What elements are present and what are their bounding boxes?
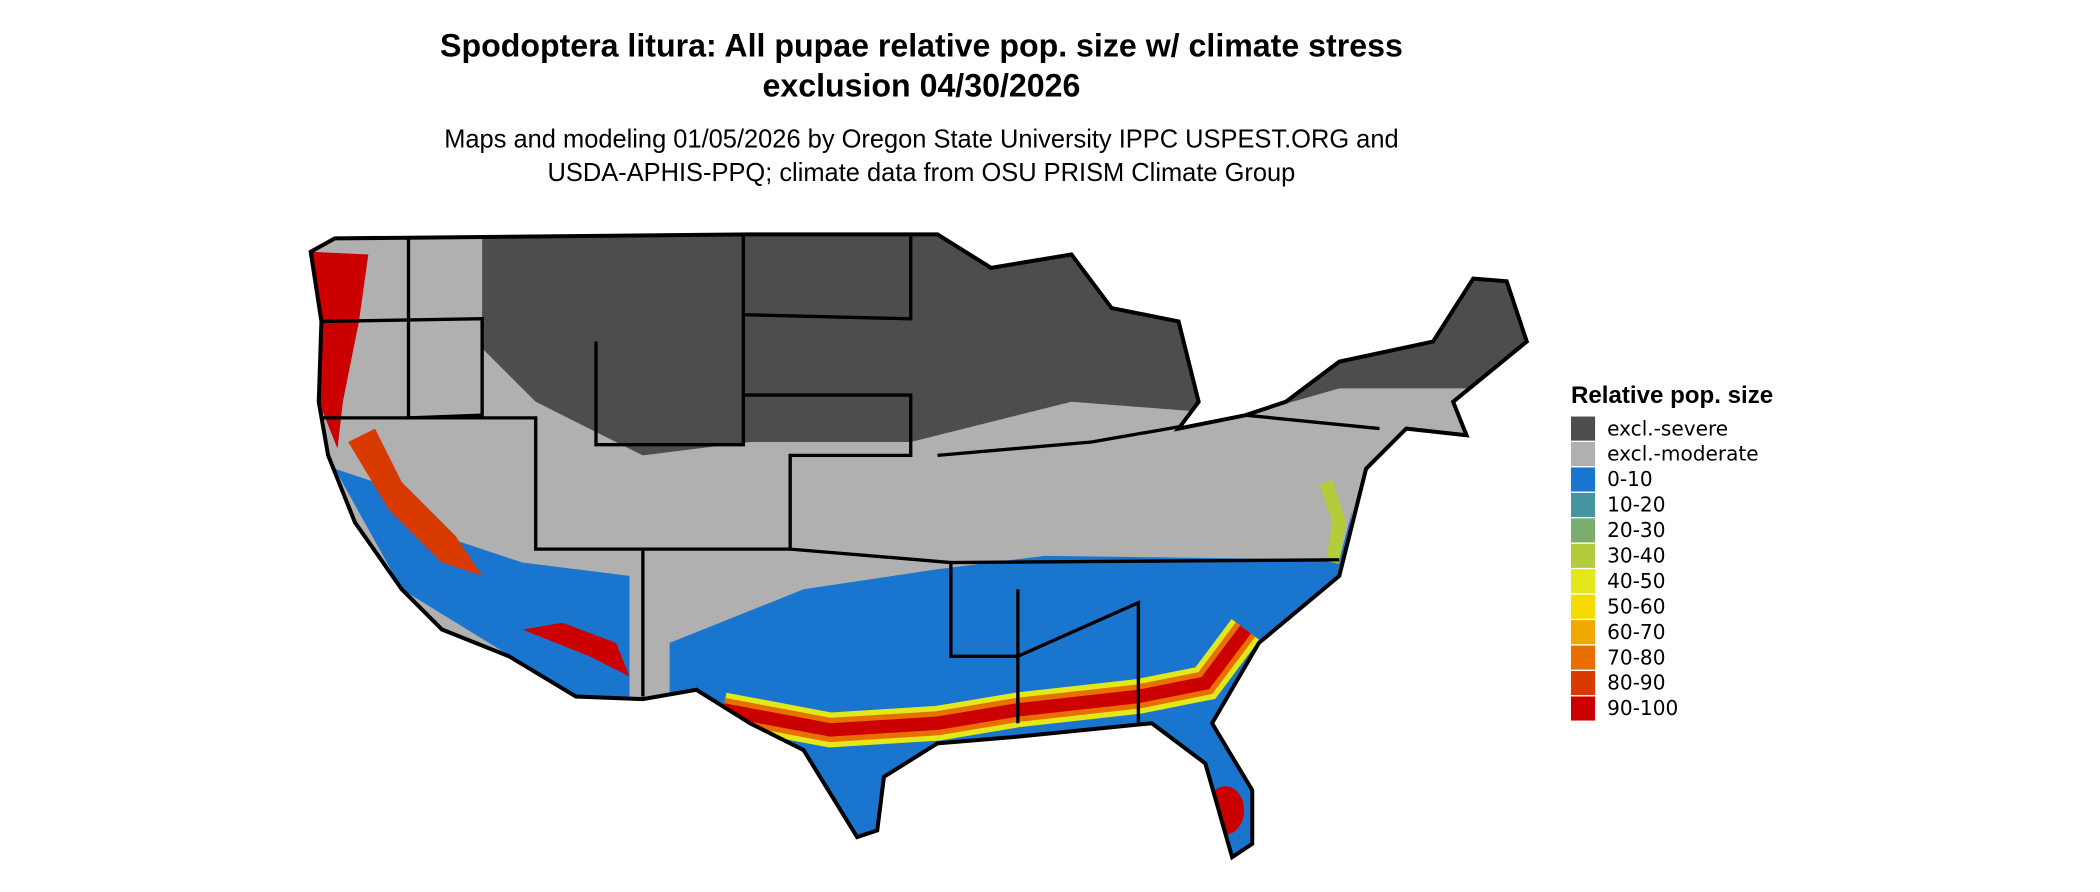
legend-label: 10-20 — [1607, 493, 1665, 517]
legend-swatch — [1570, 594, 1596, 619]
legend-swatch — [1570, 518, 1596, 543]
legend-label: 40-50 — [1607, 569, 1665, 593]
legend-swatch — [1570, 696, 1596, 721]
subtitle-line: Maps and modeling 01/05/2026 by Oregon S… — [444, 125, 1398, 153]
legend-label: 90-100 — [1607, 696, 1678, 720]
country-outline — [308, 232, 1530, 861]
legend-swatch — [1570, 645, 1596, 670]
title-line: Spodoptera litura: All pupae relative po… — [440, 27, 1403, 63]
map-fill — [310, 234, 1527, 858]
legend-label: 30-40 — [1607, 544, 1665, 568]
legend-label: 80-90 — [1607, 671, 1665, 695]
title-line: exclusion 04/30/2026 — [762, 67, 1080, 103]
state-borders — [318, 234, 1380, 724]
legend-label: excl.-severe — [1607, 416, 1728, 440]
region-coast — [310, 251, 369, 449]
legend-swatch — [1570, 620, 1596, 645]
legend: excl.-severeexcl.-moderate0-1010-2020-30… — [1570, 416, 1759, 721]
legend-label: excl.-moderate — [1607, 442, 1758, 466]
legend-swatch — [1570, 569, 1596, 594]
legend-swatch — [1570, 467, 1596, 492]
legend-swatch — [1570, 416, 1596, 441]
legend-label: 20-30 — [1607, 518, 1665, 542]
legend-swatch — [1570, 671, 1596, 696]
legend-label: 0-10 — [1607, 467, 1653, 491]
legend-swatch — [1570, 441, 1596, 467]
subtitle-line: USDA-APHIS-PPQ; climate data from OSU PR… — [548, 159, 1296, 187]
legend-swatch — [1570, 492, 1596, 517]
region-chesapeake — [1319, 480, 1347, 564]
legend-label: 60-70 — [1607, 620, 1665, 644]
legend-swatch — [1570, 543, 1596, 568]
legend-label: 50-60 — [1607, 594, 1665, 618]
legend-label: 70-80 — [1607, 645, 1665, 669]
region-coast — [348, 428, 483, 576]
legend-title: Relative pop. size — [1571, 382, 1773, 409]
